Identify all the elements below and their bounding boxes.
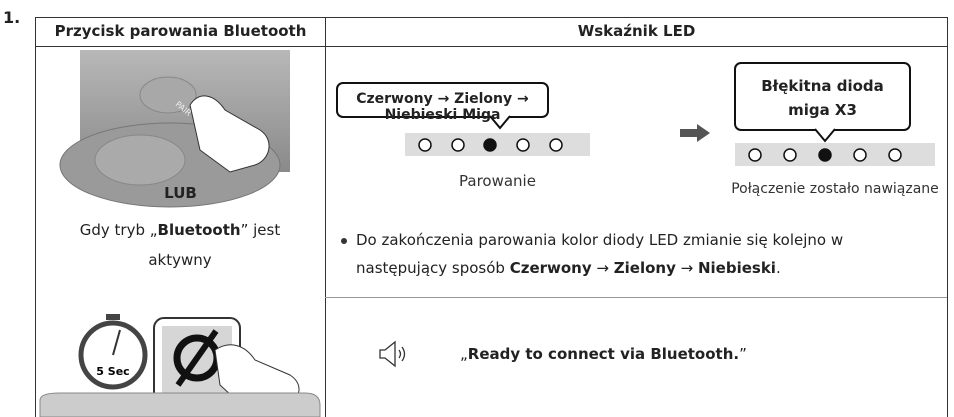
pairing-callout: Czerwony → Zielony → Niebieski Miga (356, 91, 529, 123)
table-border (35, 17, 948, 18)
mode-text: Gdy tryb „Bluetooth” jest aktywny (60, 215, 300, 275)
step-number: 1. (3, 8, 21, 27)
remote-button-illustration (39, 317, 321, 417)
bold-text: Niebieski (697, 259, 776, 277)
table-border (325, 17, 326, 417)
pairing-caption: Parowanie (459, 172, 536, 190)
text: „ (460, 345, 468, 363)
text: → (591, 259, 614, 277)
connected-callout: Błękitna dioda miga X3 (761, 77, 884, 119)
bold-text: Zielony (613, 259, 676, 277)
text: → (675, 259, 698, 277)
voice-message: „Ready to connect via Bluetooth.” (460, 345, 747, 363)
text: Do zakończenia parowania kolor diody LED… (356, 231, 844, 277)
text: Gdy tryb „ (79, 221, 158, 239)
bold-text: Bluetooth (157, 221, 241, 239)
text: ” jest aktywny (148, 221, 281, 269)
table-border (35, 46, 948, 47)
pair-button-illustration: PAIR (59, 50, 290, 208)
table-border (325, 297, 947, 298)
table-border (35, 17, 36, 417)
header: Wskaźnik LED (577, 22, 696, 40)
timer-label: 5 Sec (96, 365, 129, 378)
header: Przycisk parowania Bluetooth (54, 22, 307, 40)
table-border (947, 17, 948, 417)
or-label: LUB (164, 184, 197, 202)
text: . (775, 259, 781, 277)
connected-caption: Połączenie zostało nawiązane (731, 181, 939, 197)
timer-illustration: 5 Sec (78, 314, 148, 390)
speaker-icon (379, 340, 406, 368)
bold-text: Ready to connect via Bluetooth. (467, 345, 740, 363)
led-indicator (336, 62, 935, 244)
text: ” (739, 345, 747, 363)
led-note: Do zakończenia parowania kolor diody LED… (356, 226, 936, 282)
bold-text: Czerwony (509, 259, 592, 277)
